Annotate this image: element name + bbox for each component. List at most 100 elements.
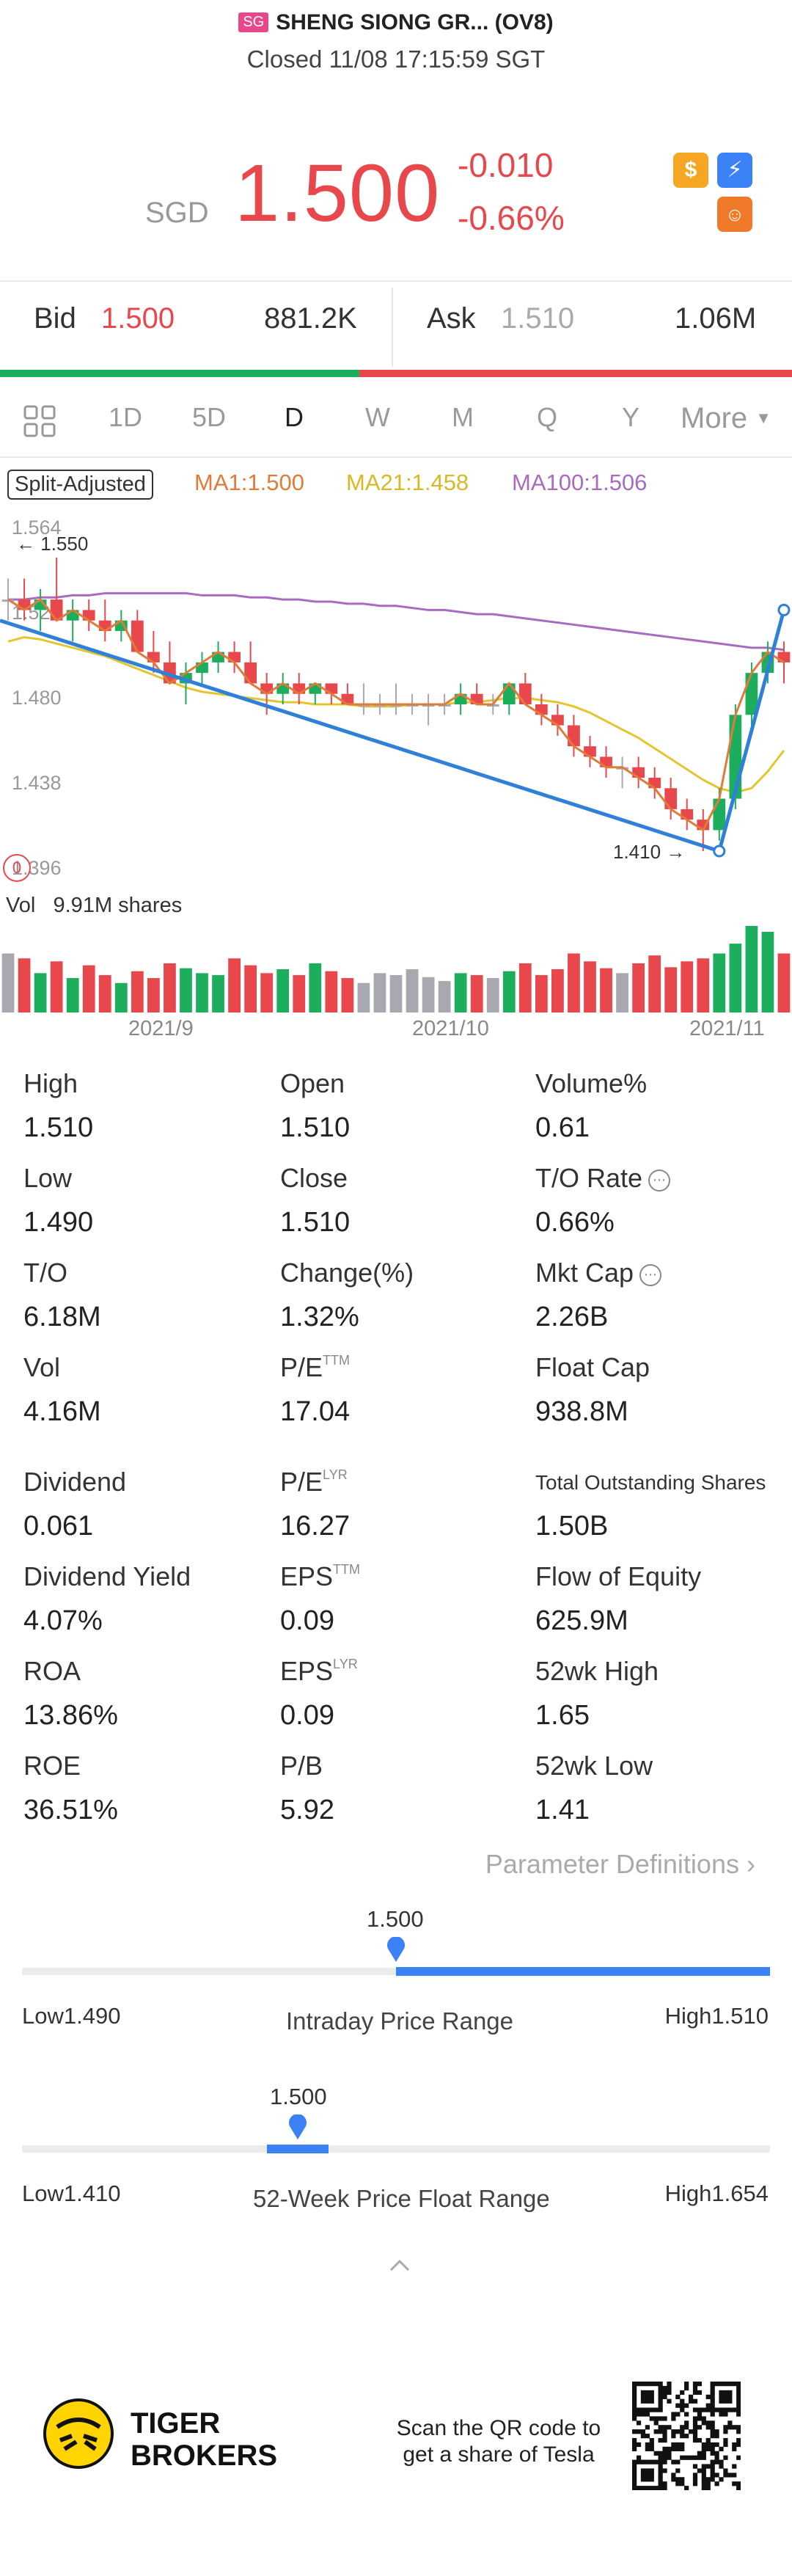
qr-module bbox=[636, 2486, 642, 2490]
qr-module bbox=[649, 2407, 654, 2412]
split-adjusted-button[interactable]: Split-Adjusted bbox=[7, 470, 153, 500]
volume-bar bbox=[470, 975, 483, 1012]
stat-value: 2.26B bbox=[535, 1302, 609, 1332]
qr-module bbox=[732, 2481, 737, 2486]
tab-y[interactable]: Y bbox=[622, 402, 640, 432]
x-tick: 2021/9 bbox=[128, 1017, 194, 1040]
y-tick: 1.564 bbox=[12, 517, 62, 539]
qr-module bbox=[684, 2486, 689, 2490]
volume-bar bbox=[777, 953, 791, 1012]
candle-body bbox=[713, 798, 726, 831]
tab-q[interactable]: Q bbox=[537, 402, 558, 432]
qr-module bbox=[710, 2403, 715, 2408]
tab-1d[interactable]: 1D bbox=[109, 402, 143, 432]
chevron-right-icon: › bbox=[747, 1849, 755, 1879]
qr-module bbox=[732, 2446, 737, 2452]
qr-module bbox=[640, 2434, 646, 2439]
stat-label-text: Float Cap bbox=[535, 1352, 650, 1382]
qr-module bbox=[632, 2429, 637, 2434]
reset-icon[interactable]: 0 bbox=[3, 854, 31, 882]
tab-more-label: More bbox=[681, 402, 748, 434]
qr-module bbox=[645, 2412, 650, 2417]
qr-module bbox=[645, 2398, 650, 2404]
qr-module bbox=[719, 2390, 724, 2396]
qr-module bbox=[636, 2459, 642, 2464]
parameter-definitions-link[interactable]: Parameter Definitions › bbox=[485, 1849, 755, 1880]
qr-module bbox=[723, 2394, 728, 2399]
qr-module bbox=[732, 2425, 737, 2430]
tab-5d[interactable]: 5D bbox=[192, 402, 227, 432]
location-pin-icon bbox=[287, 2114, 308, 2145]
qr-module bbox=[736, 2407, 741, 2412]
info-icon[interactable]: ⋯ bbox=[648, 1170, 671, 1192]
qr-module bbox=[645, 2390, 650, 2396]
volume-bar bbox=[180, 968, 192, 1012]
qr-module bbox=[662, 2394, 667, 2399]
qr-module bbox=[684, 2434, 689, 2439]
tab-w[interactable]: W bbox=[365, 402, 390, 432]
volume-bar bbox=[681, 961, 694, 1012]
qr-module bbox=[736, 2398, 741, 2404]
qr-module bbox=[645, 2434, 650, 2439]
qr-module bbox=[710, 2385, 715, 2391]
qr-module bbox=[714, 2455, 719, 2460]
intraday-current-value: 1.500 bbox=[367, 1906, 424, 1932]
tab-more[interactable]: More ▼ bbox=[681, 402, 771, 435]
qr-module bbox=[667, 2446, 672, 2452]
qr-module bbox=[662, 2437, 667, 2443]
volume-bar bbox=[518, 963, 532, 1012]
info-icon[interactable]: ⋯ bbox=[639, 1264, 662, 1286]
stat-label[interactable]: Mkt Cap ⋯ bbox=[535, 1258, 662, 1288]
dollar-icon[interactable]: $ bbox=[673, 153, 708, 188]
qr-module bbox=[732, 2464, 737, 2469]
ma100-line bbox=[8, 592, 785, 652]
qr-module bbox=[662, 2459, 667, 2464]
qr-module bbox=[701, 2442, 706, 2448]
tab-m[interactable]: M bbox=[452, 402, 474, 432]
divider bbox=[0, 280, 792, 282]
ask-size: 1.06M bbox=[675, 302, 757, 335]
qr-module bbox=[667, 2398, 672, 2404]
stat-value: 0.66% bbox=[535, 1207, 615, 1238]
stat-label: Total Outstanding Shares bbox=[535, 1471, 766, 1495]
qr-caption-line-2: get a share of Tesla bbox=[403, 2442, 595, 2467]
candlestick-chart[interactable] bbox=[0, 514, 792, 910]
bid-price[interactable]: 1.500 bbox=[101, 302, 175, 335]
qr-module bbox=[701, 2473, 706, 2478]
stat-label-text: Change(%) bbox=[280, 1258, 414, 1288]
qr-module bbox=[723, 2382, 728, 2387]
week52-current-value: 1.500 bbox=[270, 2084, 327, 2109]
grid-icon[interactable] bbox=[23, 405, 56, 437]
tab-d[interactable]: D bbox=[285, 402, 304, 432]
price-change: -0.010 bbox=[458, 146, 554, 184]
stat-label-text: P/E bbox=[280, 1352, 323, 1382]
qr-module bbox=[671, 2434, 676, 2439]
bid-label: Bid bbox=[34, 302, 76, 335]
volume-bar bbox=[600, 968, 612, 1012]
stat-label: EPSLYR bbox=[280, 1656, 358, 1687]
volume-bar bbox=[114, 982, 128, 1012]
qr-module bbox=[714, 2429, 719, 2434]
stat-label-text: High bbox=[23, 1068, 78, 1098]
qr-module bbox=[684, 2403, 689, 2408]
qr-module bbox=[649, 2416, 654, 2421]
volume-bar bbox=[422, 977, 435, 1012]
qr-module bbox=[632, 2468, 637, 2473]
collapse-chevron-icon[interactable] bbox=[389, 2247, 411, 2280]
stock-name: SHENG SIONG GR... (OV8) bbox=[276, 10, 554, 34]
stat-label: Volume% bbox=[535, 1068, 647, 1099]
qr-module bbox=[684, 2420, 689, 2426]
ask-price[interactable]: 1.510 bbox=[501, 302, 575, 335]
stat-label[interactable]: T/O Rate ⋯ bbox=[535, 1163, 671, 1194]
volume-value: 9.91M shares bbox=[53, 894, 183, 917]
stat-label: Dividend Yield bbox=[23, 1561, 191, 1592]
lightning-icon[interactable]: ⚡ bbox=[717, 153, 752, 188]
volume-chart[interactable] bbox=[0, 924, 792, 1015]
qr-module bbox=[658, 2459, 663, 2464]
smiley-icon[interactable]: ☺ bbox=[717, 197, 752, 232]
candle-body bbox=[518, 683, 532, 704]
qr-module bbox=[658, 2455, 663, 2460]
qr-module bbox=[632, 2442, 637, 2448]
qr-module bbox=[723, 2398, 728, 2404]
qr-module bbox=[667, 2390, 672, 2396]
